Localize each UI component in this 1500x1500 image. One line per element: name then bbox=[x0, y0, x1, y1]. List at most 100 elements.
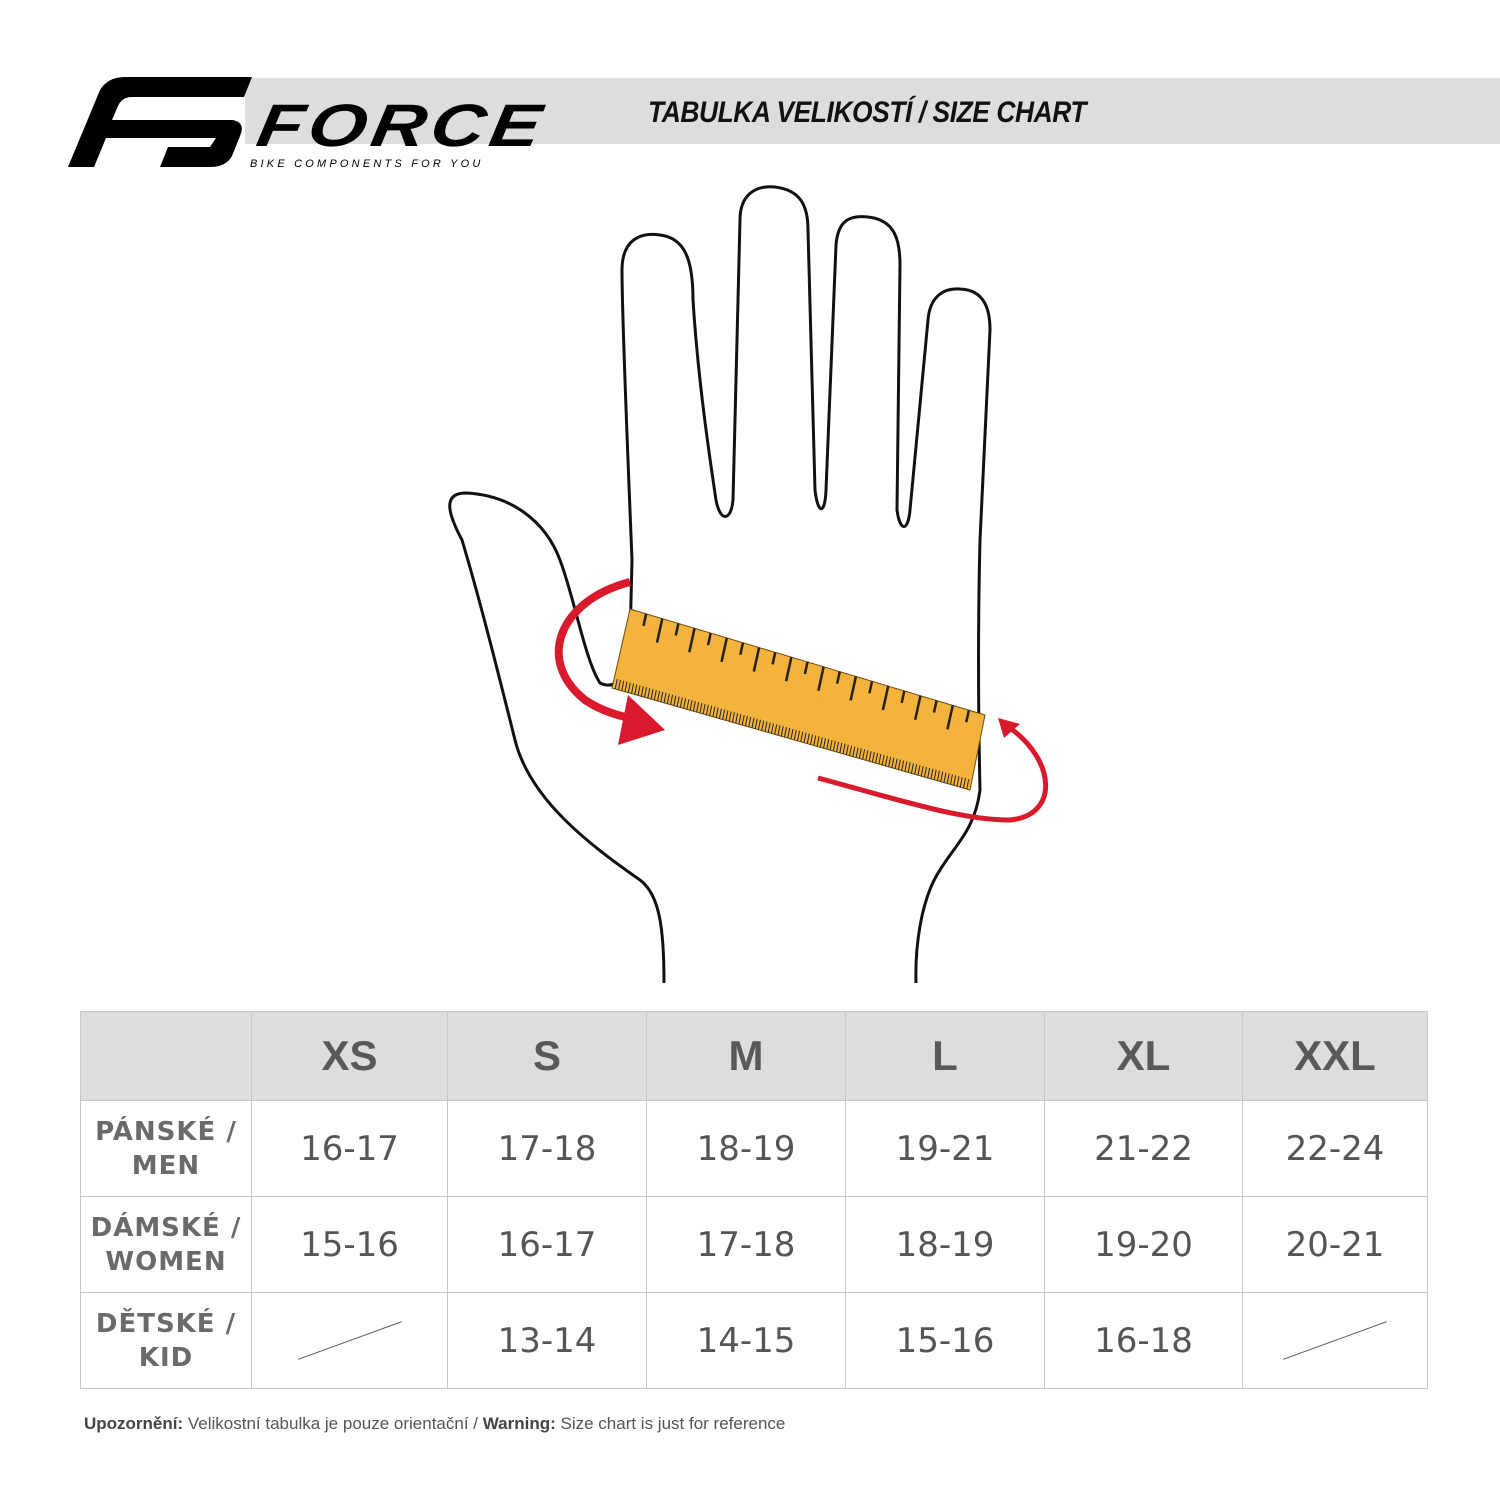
tape-tick bbox=[777, 725, 781, 736]
tape-tick bbox=[784, 727, 787, 738]
tape-tick bbox=[624, 681, 628, 692]
cell: 17-18 bbox=[447, 1100, 647, 1197]
tape-tick bbox=[881, 754, 885, 766]
row-label-line2: MEN bbox=[131, 1150, 201, 1181]
tape-tick bbox=[797, 730, 800, 741]
header-m: M bbox=[646, 1011, 846, 1101]
note-text-en: Size chart is just for reference bbox=[555, 1414, 786, 1433]
cell: 14-15 bbox=[646, 1292, 846, 1389]
row-label-line1: PÁNSKÉ / bbox=[95, 1116, 237, 1147]
measuring-tape bbox=[611, 608, 986, 791]
tape-tick bbox=[966, 778, 970, 790]
tape-tick bbox=[644, 687, 648, 698]
header-xxl: XXL bbox=[1242, 1011, 1428, 1101]
cell: 22-24 bbox=[1242, 1100, 1428, 1197]
brand-tagline: BIKE COMPONENTS FOR YOU bbox=[250, 158, 484, 170]
tape-tick bbox=[842, 743, 846, 754]
tape-tick bbox=[741, 714, 745, 726]
cell: 18-19 bbox=[646, 1100, 846, 1197]
tape-tick bbox=[642, 613, 648, 627]
force-logo-icon bbox=[68, 77, 252, 167]
cell: 16-17 bbox=[447, 1196, 647, 1293]
tape-tick bbox=[709, 705, 713, 716]
tape-tick bbox=[702, 703, 706, 715]
tape-tick bbox=[914, 764, 918, 775]
tape-tick bbox=[865, 750, 869, 761]
tape-tick bbox=[735, 713, 739, 724]
tape-tick bbox=[770, 723, 774, 734]
tape-tick bbox=[894, 758, 898, 769]
tape-tick bbox=[676, 696, 680, 707]
tape-tick bbox=[780, 726, 784, 737]
tape-tick bbox=[917, 765, 921, 776]
tape-tick bbox=[800, 731, 804, 742]
cell: 21-22 bbox=[1044, 1100, 1243, 1197]
tape-tick bbox=[884, 755, 888, 766]
tape-tick bbox=[670, 694, 674, 705]
cell: 15-16 bbox=[845, 1292, 1045, 1389]
tape-tick bbox=[653, 689, 657, 701]
row-label-men: PÁNSKÉ / MEN bbox=[80, 1100, 252, 1197]
cell-not-available bbox=[1242, 1292, 1428, 1389]
tape-tick bbox=[913, 695, 922, 720]
tape-tick bbox=[627, 682, 631, 693]
tape-tick bbox=[663, 692, 667, 703]
tape-tick bbox=[764, 721, 768, 732]
tape-tick bbox=[881, 685, 890, 711]
table-header-row: XS S M L XL XXL bbox=[80, 1011, 1428, 1101]
row-label-line1: DĚTSKÉ / bbox=[95, 1308, 237, 1339]
tape-tick bbox=[878, 753, 882, 765]
cell: 16-17 bbox=[251, 1100, 448, 1197]
tape-tick bbox=[855, 747, 859, 758]
tape-tick bbox=[712, 706, 716, 717]
cell: 19-21 bbox=[845, 1100, 1045, 1197]
tape-tick bbox=[618, 679, 621, 690]
tape-tick bbox=[706, 632, 712, 646]
note-text-cz: Velikostní tabulka je pouze orientační / bbox=[183, 1414, 483, 1433]
tape-tick bbox=[720, 637, 729, 663]
tape-tick bbox=[696, 702, 700, 713]
tape-tick bbox=[845, 744, 849, 755]
tape-tick bbox=[767, 722, 771, 733]
header-empty bbox=[80, 1011, 252, 1101]
tape-tick bbox=[829, 740, 833, 751]
tape-tick bbox=[790, 728, 794, 740]
tape-tick bbox=[683, 698, 687, 709]
tape-tick bbox=[718, 708, 722, 719]
tape-tick bbox=[657, 690, 661, 702]
tape-tick bbox=[936, 770, 940, 781]
tape-tick bbox=[910, 763, 914, 774]
cell: 16-18 bbox=[1044, 1292, 1243, 1389]
tape-tick bbox=[631, 683, 635, 694]
tape-tick bbox=[725, 710, 729, 721]
tape-tick bbox=[940, 771, 944, 782]
tape-tick bbox=[686, 699, 690, 710]
page-title: TABULKA VELIKOSTÍ / SIZE CHART bbox=[648, 96, 1087, 129]
tape-tick bbox=[933, 769, 937, 780]
header-bar bbox=[245, 78, 1500, 144]
tape-tick bbox=[920, 765, 924, 777]
hand-outline bbox=[448, 185, 992, 984]
tape-tick bbox=[806, 733, 810, 744]
tape-tick bbox=[871, 752, 875, 763]
tape-tick bbox=[930, 768, 934, 779]
table-row-men: PÁNSKÉ / MEN 16-17 17-18 18-19 19-21 21-2… bbox=[80, 1100, 1428, 1197]
cell: 15-16 bbox=[251, 1196, 448, 1293]
tape-tick bbox=[904, 761, 908, 772]
tape-tick bbox=[946, 705, 954, 730]
arrow-head-left bbox=[618, 695, 665, 745]
tape-tick bbox=[823, 738, 827, 749]
tape-tick bbox=[787, 727, 791, 739]
row-label-women: DÁMSKÉ / WOMEN bbox=[80, 1196, 252, 1293]
slash-icon bbox=[1283, 1321, 1387, 1360]
tape-tick bbox=[946, 773, 950, 784]
note-label-cz: Upozornění: bbox=[84, 1414, 184, 1433]
wrap-arrow-right bbox=[817, 725, 1049, 823]
tape-tick bbox=[705, 704, 709, 715]
tape-tick bbox=[647, 688, 651, 699]
tape-tick bbox=[771, 652, 777, 665]
tape-tick bbox=[757, 719, 761, 730]
tape-tick bbox=[748, 716, 752, 728]
tape-tick bbox=[774, 724, 778, 735]
tape-tick bbox=[868, 751, 872, 762]
